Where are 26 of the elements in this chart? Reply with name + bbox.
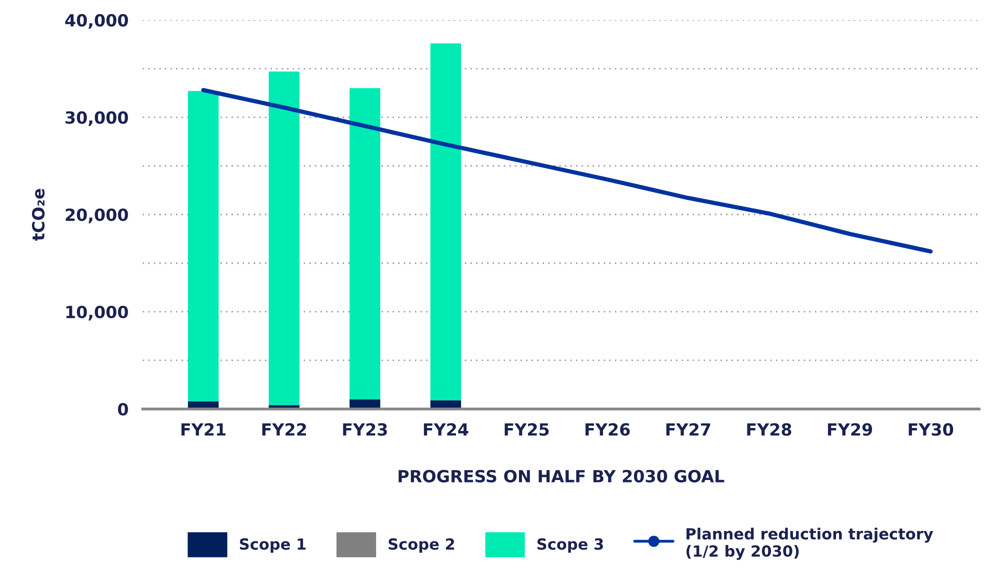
x-tick-label: FY29 (828, 423, 872, 436)
y-axis-title: tCO₂e (32, 188, 45, 241)
x-tick-label: FY26 (586, 423, 630, 436)
x-tick-label: FY30 (908, 423, 954, 436)
y-tick-label: 40,000 (65, 14, 128, 29)
legend-label: Planned reduction trajectory (1/2 by 2030) (686, 528, 934, 560)
x-tick-label: FY22 (262, 423, 306, 436)
x-tick-label: FY28 (747, 423, 792, 436)
bar (350, 88, 380, 400)
bar (188, 91, 219, 402)
y-tick-label: 0 (118, 402, 128, 416)
y-tick-label: 20,000 (66, 208, 128, 224)
x-tick-label: FY25 (504, 423, 549, 436)
x-tick-label: FY23 (343, 423, 387, 436)
legend-label: Scope 2 (388, 538, 454, 553)
legend-label: Scope 1 (240, 538, 306, 553)
x-axis-title: PROGRESS ON HALF BY 2030 GOAL (398, 470, 724, 482)
y-tick-label: 30,000 (66, 111, 128, 126)
line-series (201, 88, 933, 254)
legend-label: Scope 3 (537, 538, 603, 553)
x-tick-label: FY21 (181, 423, 226, 436)
x-tick-label: FY24 (424, 423, 468, 436)
bar (268, 72, 300, 406)
bar (430, 43, 462, 400)
x-tick-label: FY27 (666, 423, 710, 436)
y-tick-label: 10,000 (66, 306, 128, 320)
